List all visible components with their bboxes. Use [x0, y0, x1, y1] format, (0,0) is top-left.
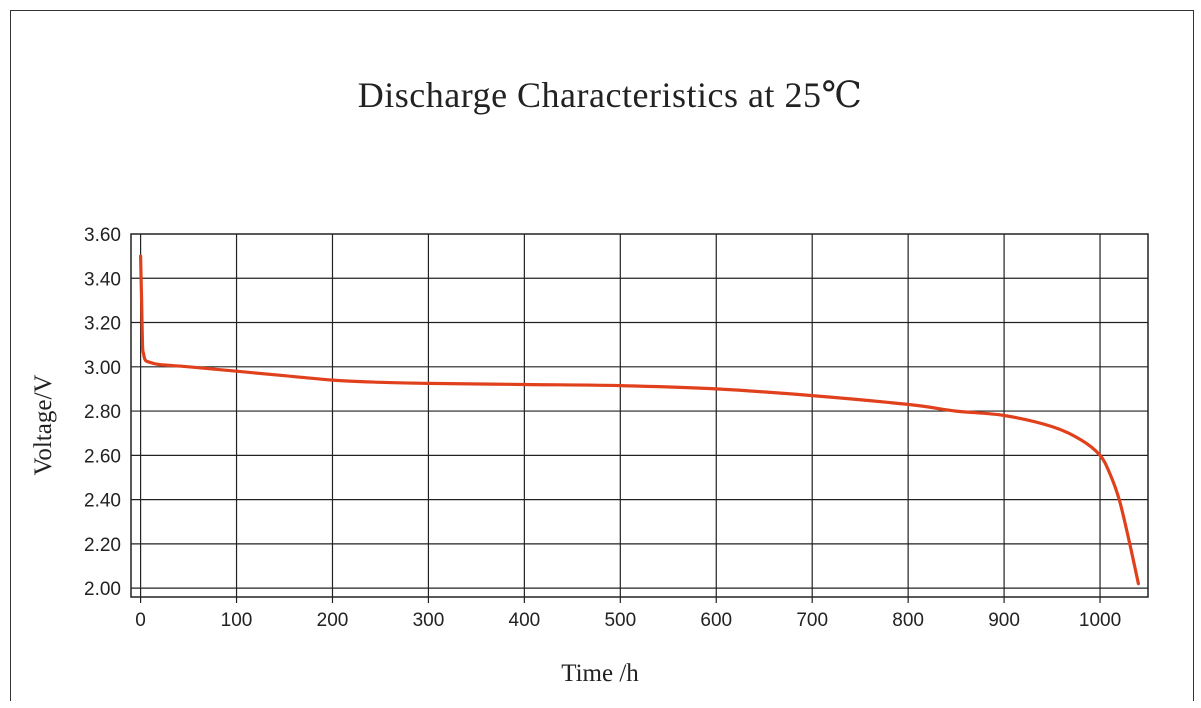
x-tick-label: 200: [317, 610, 349, 631]
x-tick-label: 0: [135, 610, 146, 631]
x-tick-label: 600: [700, 610, 732, 631]
tick-labels: 0 100 200 300 400 500 600 700 800 900 1000 2.00 2.20…: [84, 225, 1121, 631]
y-tick-label: 3.00: [84, 358, 121, 379]
x-tick-label: 900: [988, 610, 1020, 631]
discharge-curve: [139, 254, 1140, 586]
y-tick-label: 2.20: [84, 535, 121, 556]
x-tick-label: 100: [221, 610, 253, 631]
y-tick-label: 3.20: [84, 314, 121, 335]
plot-border: [130, 233, 1149, 598]
y-tick-label: 2.80: [84, 402, 121, 423]
series: [139, 254, 1140, 586]
x-axis-label: Time /h: [561, 660, 639, 687]
x-tick-label: 800: [892, 610, 924, 631]
x-tick-label: 400: [509, 610, 541, 631]
y-tick-label: 3.60: [84, 225, 121, 246]
y-tick-label: 2.40: [84, 491, 121, 512]
x-tick-label: 1000: [1079, 610, 1121, 631]
grid: [130, 233, 1149, 603]
x-tick-label: 700: [796, 610, 828, 631]
x-tick-label: 500: [604, 610, 636, 631]
y-tick-label: 2.00: [84, 579, 121, 600]
y-tick-label: 2.60: [84, 446, 121, 467]
chart-title: Discharge Characteristics at 25℃: [357, 75, 863, 115]
chart-frame: [10, 10, 1194, 701]
x-tick-label: 300: [413, 610, 445, 631]
y-tick-label: 3.40: [84, 269, 121, 290]
